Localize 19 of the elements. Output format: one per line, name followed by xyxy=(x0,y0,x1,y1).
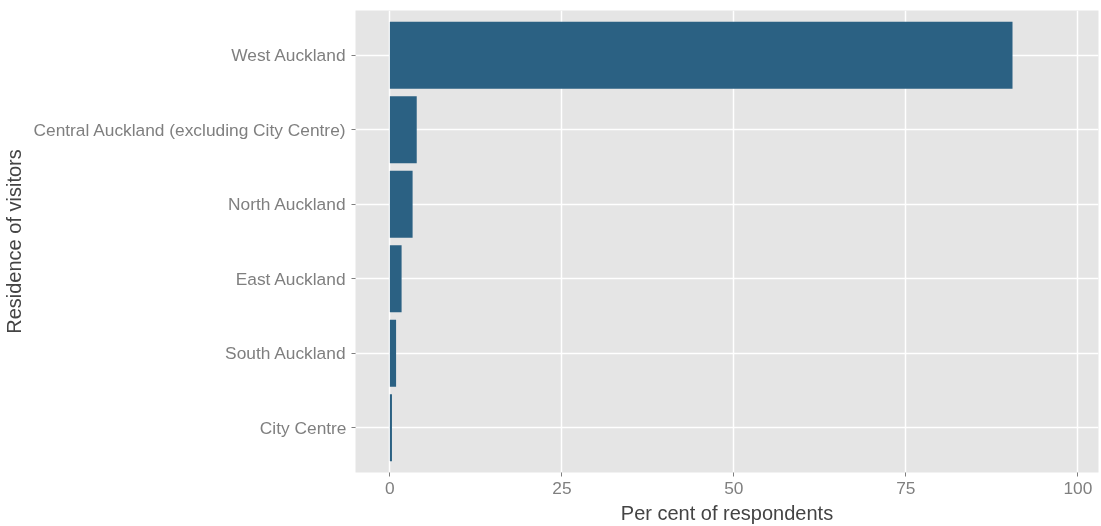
bar xyxy=(389,96,417,164)
y-tick-label: East Auckland xyxy=(235,268,346,289)
bar xyxy=(389,170,413,238)
x-axis-title: Per cent of respondents xyxy=(620,501,834,524)
y-tick-label: Central Auckland (excluding City Centre) xyxy=(33,119,346,140)
bar xyxy=(389,394,392,462)
y-tick-label: North Auckland xyxy=(228,194,346,215)
bar xyxy=(389,245,402,313)
bar xyxy=(389,21,1013,89)
x-tick-label: 75 xyxy=(896,477,916,498)
y-tick-label: City Centre xyxy=(259,417,347,438)
y-tick-label: West Auckland xyxy=(231,45,346,66)
x-tick-label: 100 xyxy=(1063,477,1093,498)
y-axis-title: Residence of visitors xyxy=(3,149,26,334)
bar xyxy=(389,319,397,387)
x-tick-label: 0 xyxy=(385,477,395,498)
y-tick-label: South Auckland xyxy=(225,343,346,364)
x-tick-label: 25 xyxy=(552,477,572,498)
x-tick-label: 50 xyxy=(724,477,744,498)
